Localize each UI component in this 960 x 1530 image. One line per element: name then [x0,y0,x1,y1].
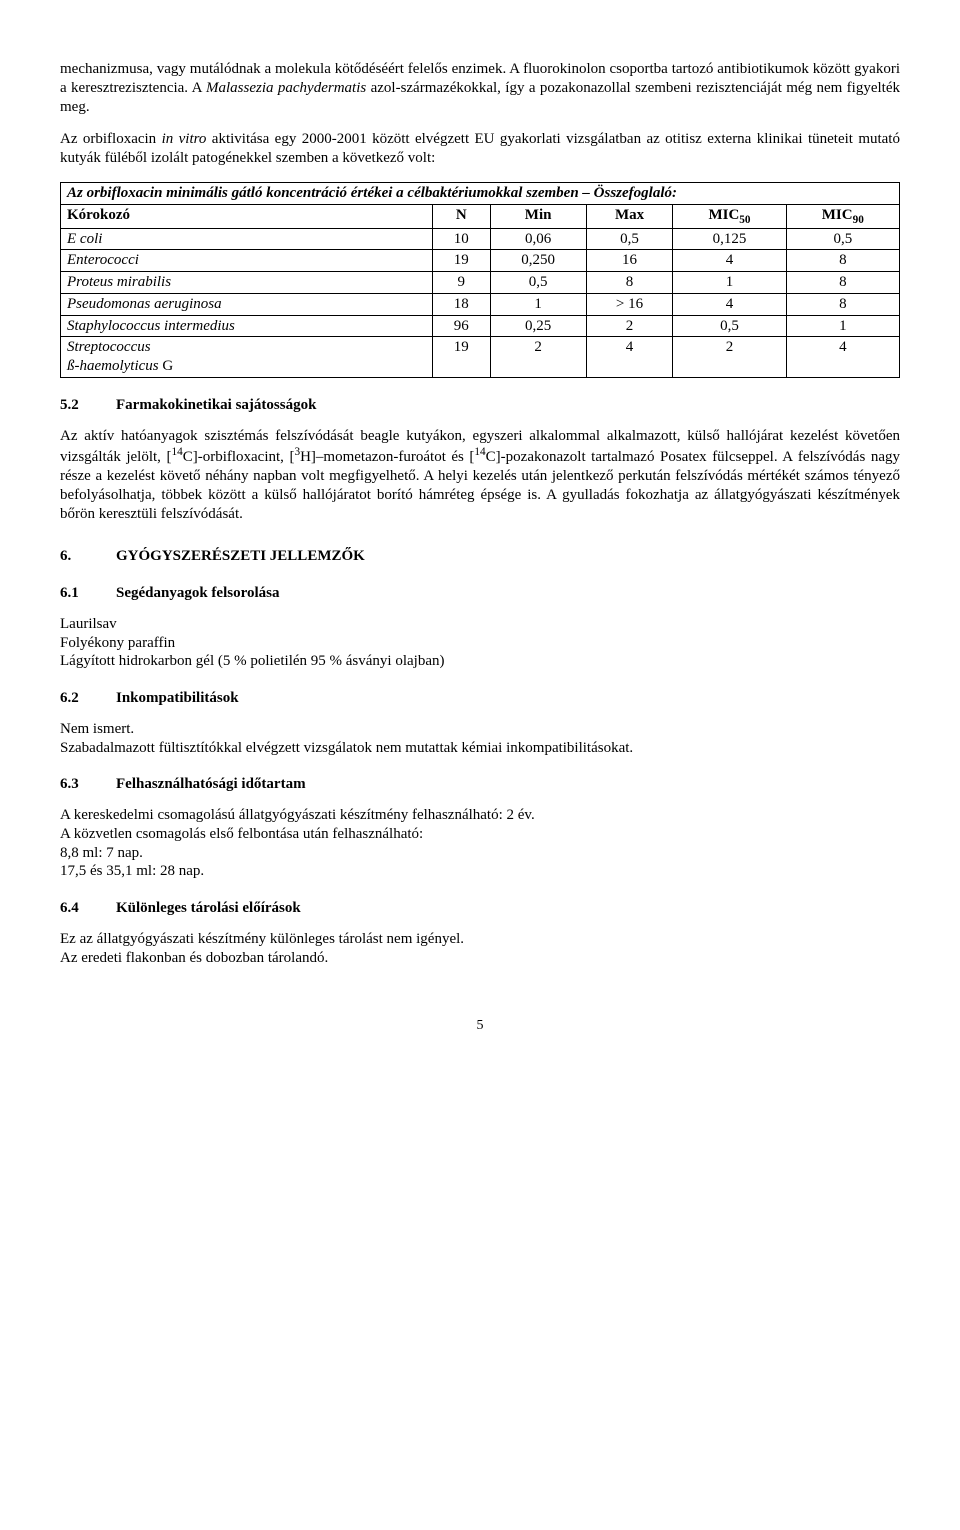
section-5-2-heading: 5.2 Farmakokinetikai sajátosságok [60,396,900,415]
cell-n: 9 [432,272,490,294]
document-page: mechanizmusa, vagy mutálódnak a molekula… [60,60,900,1035]
cell-mic50: 4 [673,293,786,315]
body-line: Laurilsav [60,615,900,634]
table-row: Pseudomonas aeruginosa181> 1648 [61,293,900,315]
section-number: 6.1 [60,584,88,603]
cell-pathogen: E coli [61,228,433,250]
in-vitro: in vitro [162,131,207,147]
cell-n: 19 [432,337,490,378]
text: H]–mometazon-furoátot és [ [300,449,474,465]
section-title: Farmakokinetikai sajátosságok [116,396,316,415]
cell-mic90: 8 [786,250,899,272]
section-6-1-body: LaurilsavFolyékony paraffinLágyított hid… [60,615,900,671]
table-caption-row: Az orbifloxacin minimális gátló koncentr… [61,182,900,204]
body-line: Nem ismert. [60,720,900,739]
cell-min: 2 [490,337,586,378]
table-header-row: Kórokozó N Min Max MIC50 MIC90 [61,204,900,228]
cell-n: 10 [432,228,490,250]
section-number: 6. [60,547,88,566]
cell-mic90: 8 [786,293,899,315]
col-n: N [432,204,490,228]
cell-pathogen: Streptococcusß-haemolyticus G [61,337,433,378]
body-line: 17,5 és 35,1 ml: 28 nap. [60,862,900,881]
col-pathogen: Kórokozó [61,204,433,228]
section-title: Segédanyagok felsorolása [116,584,279,603]
cell-max: 8 [586,272,673,294]
body-line: Lágyított hidrokarbon gél (5 % polietilé… [60,652,900,671]
cell-pathogen: Pseudomonas aeruginosa [61,293,433,315]
section-title: Felhasználhatósági időtartam [116,775,306,794]
section-6-4-heading: 6.4 Különleges tárolási előírások [60,899,900,918]
section-number: 5.2 [60,396,88,415]
cell-mic90: 1 [786,315,899,337]
cell-max: 0,5 [586,228,673,250]
body-line: 8,8 ml: 7 nap. [60,844,900,863]
intro-paragraph-2: Az orbifloxacin in vitro aktivitása egy … [60,130,900,168]
table-row: Staphylococcus intermedius960,2520,51 [61,315,900,337]
cell-min: 1 [490,293,586,315]
body-line: A közvetlen csomagolás első felbontása u… [60,825,900,844]
cell-n: 19 [432,250,490,272]
table-caption: Az orbifloxacin minimális gátló koncentr… [61,182,900,204]
page-number: 5 [60,1017,900,1035]
col-mic90: MIC90 [786,204,899,228]
cell-mic50: 0,125 [673,228,786,250]
table-row: Enterococci190,2501648 [61,250,900,272]
cell-mic90: 4 [786,337,899,378]
col-mic50: MIC50 [673,204,786,228]
text: Az orbifloxacin [60,131,162,147]
cell-pathogen: Staphylococcus intermedius [61,315,433,337]
body-line: Az eredeti flakonban és dobozban tárolan… [60,949,900,968]
cell-max: 4 [586,337,673,378]
cell-max: > 16 [586,293,673,315]
section-number: 6.3 [60,775,88,794]
cell-mic90: 8 [786,272,899,294]
section-number: 6.4 [60,899,88,918]
section-6-1-heading: 6.1 Segédanyagok felsorolása [60,584,900,603]
section-6-2-body: Nem ismert.Szabadalmazott fültisztítókka… [60,720,900,758]
cell-min: 0,5 [490,272,586,294]
cell-n: 96 [432,315,490,337]
col-min: Min [490,204,586,228]
body-line: Ez az állatgyógyászati készítmény különl… [60,930,900,949]
mic-table: Az orbifloxacin minimális gátló koncentr… [60,182,900,378]
cell-mic50: 0,5 [673,315,786,337]
isotope-sup: 14 [171,446,182,458]
cell-n: 18 [432,293,490,315]
cell-min: 0,06 [490,228,586,250]
table-row: Proteus mirabilis90,5818 [61,272,900,294]
cell-pathogen: Proteus mirabilis [61,272,433,294]
section-title: Különleges tárolási előírások [116,899,301,918]
isotope-sup: 14 [474,446,485,458]
cell-mic50: 1 [673,272,786,294]
cell-mic90: 0,5 [786,228,899,250]
cell-min: 0,25 [490,315,586,337]
cell-mic50: 2 [673,337,786,378]
table-row: Streptococcusß-haemolyticus G192424 [61,337,900,378]
cell-pathogen: Enterococci [61,250,433,272]
intro-paragraph-1: mechanizmusa, vagy mutálódnak a molekula… [60,60,900,116]
section-6-2-heading: 6.2 Inkompatibilitások [60,689,900,708]
cell-mic50: 4 [673,250,786,272]
cell-min: 0,250 [490,250,586,272]
body-line: A kereskedelmi csomagolású állatgyógyász… [60,806,900,825]
section-6-4-body: Ez az állatgyógyászati készítmény különl… [60,930,900,968]
body-line: Folyékony paraffin [60,634,900,653]
cell-max: 2 [586,315,673,337]
section-6-heading: 6. GYÓGYSZERÉSZETI JELLEMZŐK [60,547,900,566]
cell-max: 16 [586,250,673,272]
body-line: Szabadalmazott fültisztítókkal elvégzett… [60,739,900,758]
section-5-2-body: Az aktív hatóanyagok szisztémás felszívó… [60,427,900,524]
section-title: Inkompatibilitások [116,689,239,708]
text: C]-orbifloxacint, [ [183,449,295,465]
section-6-3-heading: 6.3 Felhasználhatósági időtartam [60,775,900,794]
section-title: GYÓGYSZERÉSZETI JELLEMZŐK [116,547,365,566]
table-row: E coli100,060,50,1250,5 [61,228,900,250]
section-number: 6.2 [60,689,88,708]
col-max: Max [586,204,673,228]
section-6-3-body: A kereskedelmi csomagolású állatgyógyász… [60,806,900,881]
species-name: Malassezia pachydermatis [206,80,366,96]
